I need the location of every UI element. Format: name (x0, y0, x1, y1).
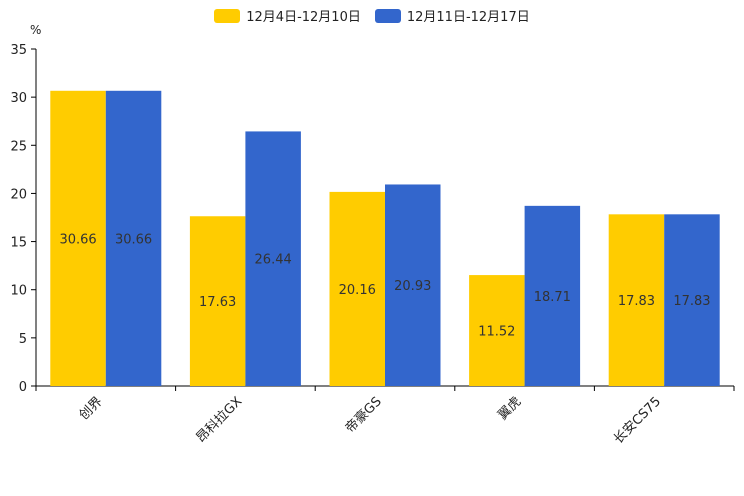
data-label-2-4: 18.71 (534, 290, 571, 305)
x-tick-label: 创界 (77, 394, 106, 423)
bar-1-5 (608, 214, 665, 386)
data-label-1-2: 17.63 (199, 295, 236, 310)
data-label-2-5: 17.83 (673, 294, 710, 309)
x-tick-label: 翼虎 (495, 394, 524, 423)
data-label-2-2: 26.44 (255, 253, 292, 268)
legend-item-series-2[interactable]: 12月11日-12月17日 (374, 6, 530, 25)
data-label-1-4: 11.52 (478, 325, 515, 340)
bar-2-1 (105, 90, 162, 387)
y-tick-label: 0 (19, 380, 27, 395)
y-tick-label: 15 (10, 236, 27, 251)
legend-label-series-2: 12月11日-12月17日 (406, 10, 530, 25)
legend-label-series-1: 12月4日-12月10日 (246, 10, 361, 25)
y-axis: 0 5 10 15 20 25 30 35 (10, 43, 37, 395)
bar-2-5 (664, 214, 720, 386)
bars (50, 90, 720, 387)
y-tick-label: 30 (10, 91, 27, 106)
y-unit-label: % (30, 23, 41, 37)
x-axis: 创界 昂科拉GX 帝豪GS 翼虎 长安CS75 (35, 385, 735, 447)
y-tick-label: 5 (19, 332, 27, 347)
data-label-1-3: 20.16 (339, 283, 376, 298)
bar-1-3 (329, 191, 385, 386)
bar-2-2 (245, 131, 301, 386)
data-label-1-5: 17.83 (618, 294, 655, 309)
bar-2-3 (385, 184, 441, 386)
y-tick-label: 25 (10, 139, 27, 154)
legend-item-series-1[interactable]: 12月4日-12月10日 (214, 6, 361, 25)
data-label-2-1: 30.66 (115, 232, 152, 247)
bar-1-1 (50, 90, 106, 387)
data-label-1-1: 30.66 (59, 232, 96, 247)
data-label-2-3: 20.93 (394, 279, 431, 294)
bar-1-2 (189, 216, 246, 386)
legend-swatch-series-2 (374, 8, 401, 23)
y-tick-label: 10 (10, 284, 27, 299)
y-tick-label: 20 (10, 187, 27, 202)
bar-2-4 (524, 205, 581, 386)
x-tick-label: 长安CS75 (611, 394, 664, 447)
x-tick-label: 帝豪GS (342, 394, 385, 437)
legend-swatch-series-1 (214, 8, 241, 23)
y-tick-label: 35 (10, 43, 27, 58)
data-labels: 30.66 30.66 17.63 26.44 20.16 20.93 11.52 18.71… (59, 232, 710, 339)
legend: 12月4日-12月10日 12月11日-12月17日 (0, 6, 744, 25)
x-tick-label: 昂科拉GX (194, 394, 246, 446)
bar-1-4 (469, 275, 525, 386)
